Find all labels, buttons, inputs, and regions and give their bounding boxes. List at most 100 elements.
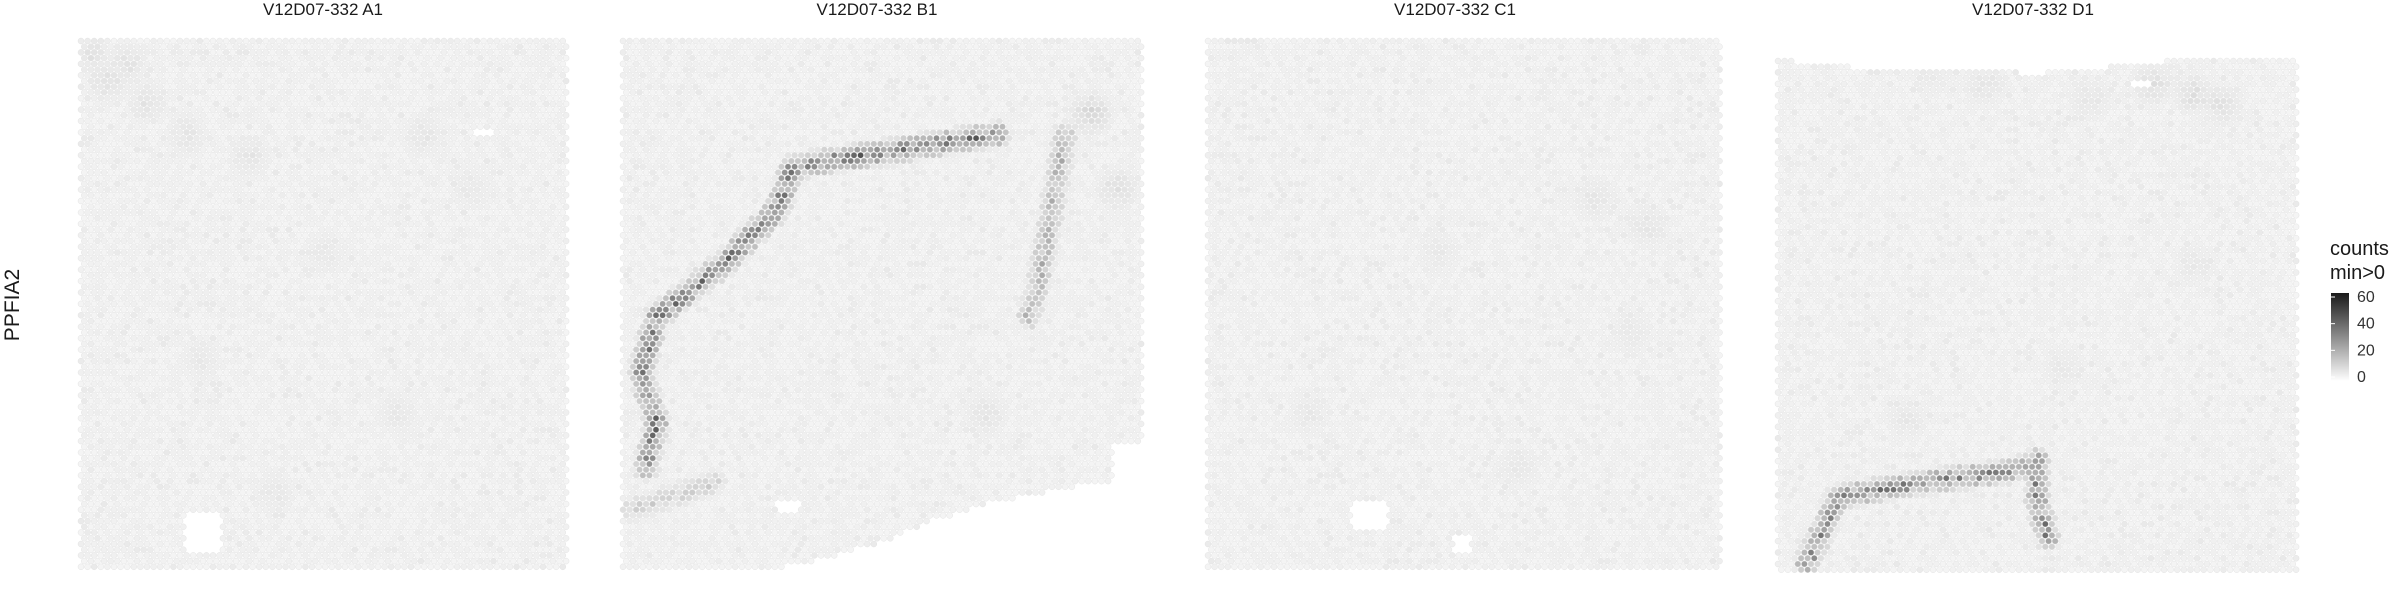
- spot: [170, 290, 176, 296]
- spot: [510, 170, 516, 176]
- spot: [365, 192, 371, 198]
- spot: [434, 187, 440, 193]
- spot: [454, 175, 460, 181]
- spot: [309, 118, 315, 124]
- spot: [141, 307, 147, 313]
- spot: [233, 330, 239, 336]
- spot: [349, 84, 355, 90]
- spot: [220, 330, 226, 336]
- spot: [504, 330, 510, 336]
- spot: [81, 295, 87, 301]
- spot: [553, 95, 559, 101]
- spot: [184, 370, 190, 376]
- spot: [154, 250, 160, 256]
- spot: [203, 118, 209, 124]
- spot: [243, 175, 249, 181]
- spot: [108, 112, 114, 118]
- spot: [451, 135, 457, 141]
- spot: [411, 55, 417, 61]
- spot: [256, 141, 262, 147]
- spot: [441, 244, 447, 250]
- spot: [484, 398, 490, 404]
- spot: [547, 278, 553, 284]
- spot: [276, 358, 282, 364]
- spot: [339, 158, 345, 164]
- spot: [85, 210, 91, 216]
- spot: [461, 118, 467, 124]
- spot: [78, 84, 84, 90]
- spot: [395, 392, 401, 398]
- spot: [474, 278, 480, 284]
- spot: [395, 118, 401, 124]
- spot: [223, 392, 229, 398]
- spot: [233, 261, 239, 267]
- spot: [230, 49, 236, 55]
- spot: [286, 352, 292, 358]
- spot: [368, 129, 374, 135]
- spot: [530, 330, 536, 336]
- spot: [293, 272, 299, 278]
- spot: [180, 387, 186, 393]
- spot: [359, 261, 365, 267]
- spot: [190, 267, 196, 273]
- spot: [246, 124, 252, 130]
- spot: [507, 84, 513, 90]
- spot: [95, 352, 101, 358]
- spot: [345, 227, 351, 233]
- spot: [161, 364, 167, 370]
- spot: [500, 152, 506, 158]
- spot: [524, 284, 530, 290]
- spot: [81, 307, 87, 313]
- spot: [557, 227, 563, 233]
- spot: [332, 318, 338, 324]
- spot: [236, 72, 242, 78]
- spot: [365, 341, 371, 347]
- spot: [260, 135, 266, 141]
- spot: [557, 261, 563, 267]
- spot: [250, 335, 256, 341]
- spot: [553, 152, 559, 158]
- spot: [167, 250, 173, 256]
- spot: [167, 89, 173, 95]
- spot: [174, 89, 180, 95]
- spot: [236, 278, 242, 284]
- spot: [547, 61, 553, 67]
- spot: [217, 267, 223, 273]
- spot: [550, 341, 556, 347]
- spot: [352, 261, 358, 267]
- spot: [408, 164, 414, 170]
- spot: [279, 67, 285, 73]
- spot: [276, 221, 282, 227]
- spot: [296, 415, 302, 421]
- spot: [560, 210, 566, 216]
- spot: [514, 129, 520, 135]
- spot: [401, 210, 407, 216]
- spot: [326, 55, 332, 61]
- spot: [161, 101, 167, 107]
- spot: [405, 44, 411, 50]
- spot: [514, 392, 520, 398]
- spot: [467, 335, 473, 341]
- spot: [167, 318, 173, 324]
- spot: [497, 410, 503, 416]
- spot: [95, 135, 101, 141]
- spot: [230, 381, 236, 387]
- spot: [147, 55, 153, 61]
- spot: [246, 158, 252, 164]
- spot: [296, 232, 302, 238]
- spot: [157, 278, 163, 284]
- spot: [316, 415, 322, 421]
- spot: [408, 278, 414, 284]
- spot: [425, 215, 431, 221]
- spot: [434, 278, 440, 284]
- spot: [121, 181, 127, 187]
- spot: [500, 370, 506, 376]
- spot: [85, 335, 91, 341]
- spot: [553, 255, 559, 261]
- spot: [405, 181, 411, 187]
- spot: [128, 135, 134, 141]
- spot: [342, 370, 348, 376]
- spot: [108, 147, 114, 153]
- spot: [273, 181, 279, 187]
- spot: [151, 312, 157, 318]
